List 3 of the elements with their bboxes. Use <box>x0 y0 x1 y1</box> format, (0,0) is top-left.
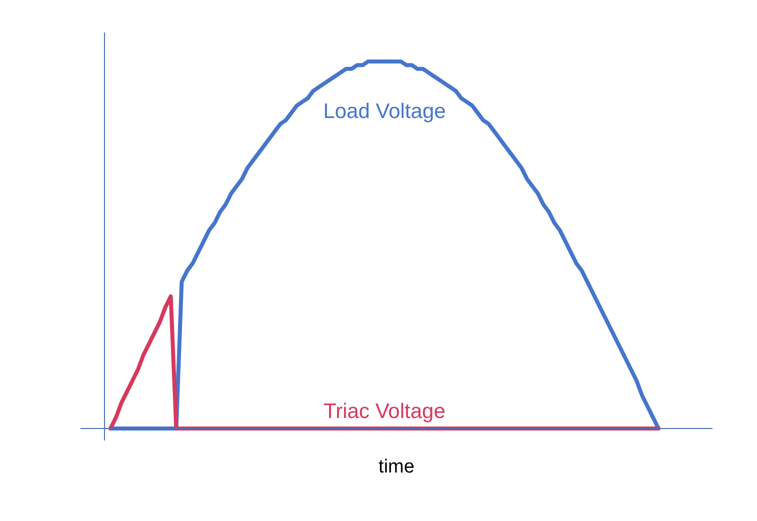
series-label: Load Voltage <box>323 100 446 123</box>
x-axis-title: time <box>378 456 414 478</box>
series-label: Triac Voltage <box>324 400 446 423</box>
